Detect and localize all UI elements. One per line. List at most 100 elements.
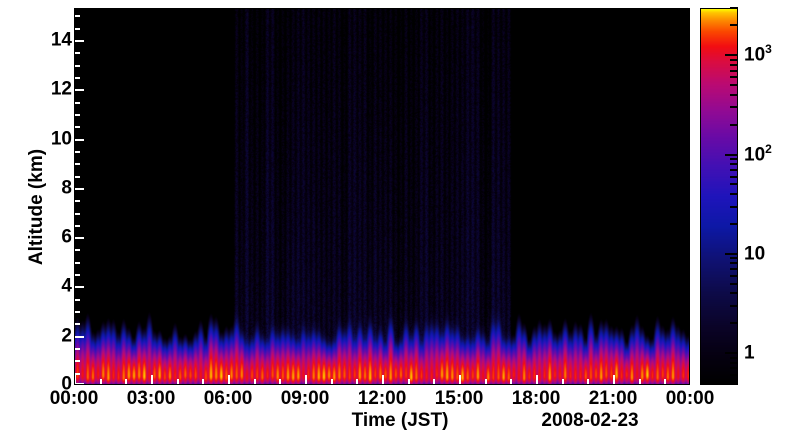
colorbar-minor-tick bbox=[730, 361, 738, 364]
y-axis-major-tick bbox=[75, 89, 84, 92]
colorbar-tick-label: 103 bbox=[744, 42, 772, 66]
colorbar-minor-tick bbox=[730, 367, 738, 370]
y-axis-major-tick bbox=[75, 237, 84, 240]
colorbar-minor-tick bbox=[730, 84, 738, 87]
y-axis-minor-tick bbox=[75, 113, 80, 116]
plot-area bbox=[74, 8, 690, 385]
colorbar-tick-label: 102 bbox=[744, 141, 772, 166]
colorbar-minor-tick bbox=[730, 69, 738, 72]
colorbar-minor-tick bbox=[730, 282, 738, 285]
y-axis-major-tick bbox=[75, 286, 84, 289]
colorbar-minor-tick bbox=[730, 93, 738, 96]
y-axis-tick-label: 10 bbox=[50, 128, 72, 150]
y-axis-minor-tick bbox=[75, 372, 80, 375]
y-axis-title: Altitude (km) bbox=[26, 148, 47, 266]
x-axis-tick-label: 06:00 bbox=[203, 388, 253, 409]
y-axis-minor-tick bbox=[75, 175, 80, 178]
y-axis-minor-tick bbox=[75, 27, 80, 30]
date-annotation: 2008-02-23 bbox=[541, 410, 639, 431]
colorbar-major-tick bbox=[725, 153, 738, 156]
y-axis-tick-label: 14 bbox=[50, 29, 72, 51]
colorbar-minor-tick bbox=[730, 163, 738, 166]
y-axis-tick-label: 6 bbox=[61, 226, 72, 248]
x-axis-minor-tick bbox=[330, 379, 333, 384]
y-axis-minor-tick bbox=[75, 76, 80, 79]
x-axis-major-tick bbox=[228, 375, 230, 384]
colorbar-minor-tick bbox=[730, 24, 738, 27]
y-axis-minor-tick bbox=[75, 274, 80, 277]
x-axis-tick-label: 21:00 bbox=[588, 388, 638, 409]
colorbar-minor-tick bbox=[730, 382, 738, 384]
colorbar-minor-tick bbox=[730, 175, 738, 178]
colorbar-minor-tick bbox=[730, 58, 738, 61]
x-axis-minor-tick bbox=[176, 379, 179, 384]
colorbar bbox=[700, 7, 738, 385]
x-axis-minor-tick bbox=[433, 379, 436, 384]
y-axis-minor-tick bbox=[75, 323, 80, 326]
x-axis-minor-tick bbox=[484, 379, 487, 384]
x-axis-title: Time (JST) bbox=[351, 410, 449, 431]
colorbar-minor-tick bbox=[730, 356, 738, 359]
colorbar-minor-tick bbox=[730, 158, 738, 161]
x-axis-major-tick bbox=[151, 375, 153, 384]
x-axis-minor-tick bbox=[125, 379, 128, 384]
x-axis-minor-tick bbox=[664, 379, 667, 384]
x-axis-tick-label: 18:00 bbox=[511, 388, 561, 409]
x-axis-major-tick bbox=[459, 375, 461, 384]
colorbar-major-tick bbox=[725, 252, 738, 255]
x-axis-minor-tick bbox=[561, 379, 564, 384]
colorbar-minor-tick bbox=[730, 268, 738, 271]
y-axis-minor-tick bbox=[75, 64, 80, 67]
y-axis-major-tick bbox=[75, 335, 84, 338]
y-axis-minor-tick bbox=[75, 163, 80, 166]
x-axis-major-tick bbox=[382, 375, 384, 384]
y-axis-minor-tick bbox=[75, 311, 80, 314]
x-axis-minor-tick bbox=[587, 379, 590, 384]
x-axis-tick-label: 00:00 bbox=[665, 388, 715, 409]
x-axis-tick-label: 12:00 bbox=[357, 388, 407, 409]
y-axis-minor-tick bbox=[75, 261, 80, 264]
y-axis-major-tick bbox=[75, 40, 84, 43]
x-axis-tick-label: 09:00 bbox=[280, 388, 330, 409]
y-axis-tick-label: 0 bbox=[61, 373, 72, 395]
colorbar-major-tick bbox=[725, 352, 738, 355]
y-axis-minor-tick bbox=[75, 360, 80, 363]
x-axis-minor-tick bbox=[99, 379, 102, 384]
y-axis-minor-tick bbox=[75, 101, 80, 104]
colorbar-minor-tick bbox=[730, 274, 738, 277]
y-axis-tick-label: 12 bbox=[50, 78, 72, 100]
y-axis-major-tick bbox=[75, 187, 84, 190]
colorbar-tick-label: 1 bbox=[744, 342, 755, 364]
x-axis-tick-label: 03:00 bbox=[126, 388, 176, 409]
x-axis-minor-tick bbox=[202, 379, 205, 384]
y-axis-tick-label: 2 bbox=[61, 325, 72, 347]
colorbar-minor-tick bbox=[730, 183, 738, 186]
colorbar-minor-tick bbox=[730, 63, 738, 66]
x-axis-major-tick bbox=[613, 375, 615, 384]
y-axis-minor-tick bbox=[75, 348, 80, 351]
y-axis-minor-tick bbox=[75, 212, 80, 215]
y-axis-minor-tick bbox=[75, 126, 80, 129]
x-axis-minor-tick bbox=[510, 379, 513, 384]
x-axis-minor-tick bbox=[638, 379, 641, 384]
y-axis-minor-tick bbox=[75, 200, 80, 203]
y-axis-minor-tick bbox=[75, 52, 80, 55]
x-axis-major-tick bbox=[536, 375, 538, 384]
x-axis-major-tick bbox=[305, 375, 307, 384]
colorbar-minor-tick bbox=[730, 193, 738, 196]
colorbar-minor-tick bbox=[730, 76, 738, 79]
y-axis-tick-label: 4 bbox=[61, 275, 72, 297]
colorbar-major-tick bbox=[725, 54, 738, 57]
x-axis-minor-tick bbox=[253, 379, 256, 384]
colorbar-minor-tick bbox=[730, 205, 738, 208]
colorbar-minor-tick bbox=[730, 322, 738, 325]
x-axis-tick-label: 00:00 bbox=[49, 388, 99, 409]
colorbar-tick-label: 10 bbox=[744, 243, 766, 265]
y-axis-minor-tick bbox=[75, 249, 80, 252]
x-axis-minor-tick bbox=[356, 379, 359, 384]
y-axis-minor-tick bbox=[75, 150, 80, 153]
colorbar-minor-tick bbox=[730, 257, 738, 260]
x-axis-minor-tick bbox=[407, 379, 410, 384]
y-axis-minor-tick bbox=[75, 224, 80, 227]
